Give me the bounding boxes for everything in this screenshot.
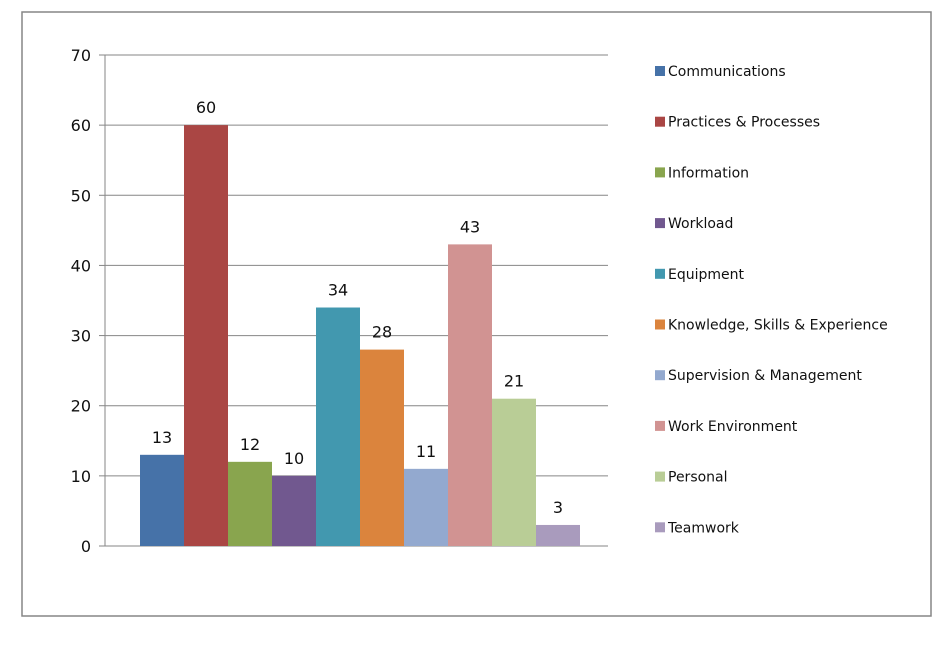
bar-9: [536, 524, 580, 546]
legend-swatch-4: [655, 268, 665, 279]
legend-swatch-8: [655, 471, 665, 482]
legend: Communications Practices & Processes Infor…: [655, 64, 888, 536]
legend-swatch-1: [655, 116, 665, 127]
y-tick-label: 50: [71, 186, 91, 205]
legend-swatch-2: [655, 167, 665, 178]
legend-swatch-9: [655, 522, 665, 533]
bar-2: [228, 461, 272, 546]
data-label-4: 34: [328, 281, 348, 300]
bar-7: [448, 244, 492, 546]
y-tick-label: 60: [71, 116, 91, 135]
bars: [140, 125, 580, 547]
legend-label-1: Practices & Processes: [668, 115, 820, 131]
y-tick-label: 40: [71, 256, 91, 275]
data-label-0: 13: [152, 428, 172, 447]
y-tick-label: 70: [71, 46, 91, 65]
legend-swatch-0: [655, 66, 665, 76]
legend-label-9: Teamwork: [667, 520, 740, 536]
data-label-8: 21: [504, 372, 524, 391]
bar-5: [360, 349, 404, 546]
legend-label-7: Work Environment: [668, 419, 798, 435]
legend-swatch-3: [655, 218, 665, 229]
legend-swatch-6: [655, 370, 665, 381]
y-tick-label: 0: [81, 537, 91, 556]
bar-6: [404, 468, 448, 546]
legend-swatch-5: [655, 319, 665, 330]
data-label-6: 11: [416, 442, 436, 461]
bar-8: [492, 398, 536, 546]
bar-3: [272, 475, 316, 546]
bar-0: [140, 454, 184, 546]
data-label-5: 28: [372, 323, 392, 342]
y-tick-label: 20: [71, 397, 91, 416]
bar-1: [184, 125, 228, 547]
data-labels: 13 60 12 10 34 28 11 43 21 3: [152, 98, 563, 517]
data-label-2: 12: [240, 435, 260, 454]
data-label-3: 10: [284, 449, 304, 468]
legend-label-2: Information: [668, 165, 749, 181]
data-label-1: 60: [196, 98, 216, 117]
data-label-7: 43: [460, 217, 480, 236]
legend-label-3: Workload: [668, 216, 733, 232]
legend-label-6: Supervision & Management: [668, 368, 862, 384]
legend-label-5: Knowledge, Skills & Experience: [668, 318, 888, 334]
data-label-9: 3: [553, 498, 563, 517]
y-tick-label: 10: [71, 467, 91, 486]
legend-label-4: Equipment: [668, 267, 745, 283]
legend-swatch-7: [655, 420, 665, 431]
y-tick-label: 30: [71, 327, 91, 346]
bar-4: [316, 307, 360, 546]
legend-label-8: Personal: [668, 470, 728, 486]
y-axis-ticks: 0 10 20 30 40 50 60 70: [71, 46, 91, 556]
legend-label-0: Communications: [668, 64, 786, 80]
